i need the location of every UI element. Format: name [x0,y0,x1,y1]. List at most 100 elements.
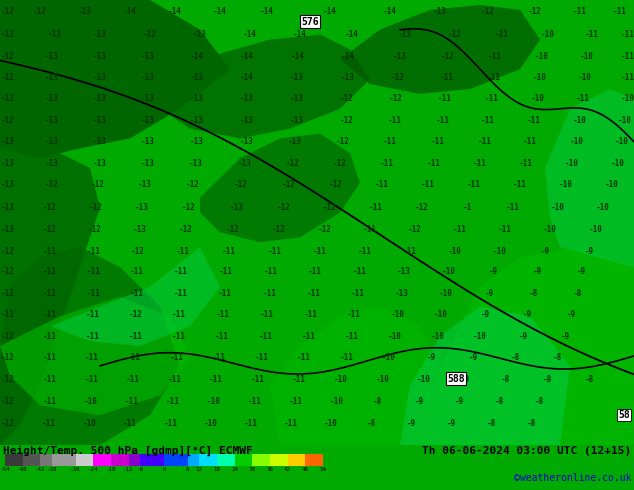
Polygon shape [340,5,540,94]
Text: -11: -11 [498,225,512,234]
Text: 42: 42 [284,467,291,472]
Polygon shape [0,247,180,445]
Text: -14: -14 [345,30,359,39]
Bar [188,454,199,466]
Text: -12: -12 [336,137,350,146]
Text: -13: -13 [288,137,302,146]
Text: -8: -8 [495,397,505,406]
Text: -11: -11 [43,246,57,256]
Text: -13: -13 [290,95,304,103]
Text: -12: -12 [389,95,403,103]
Text: -13: -13 [290,73,304,82]
Text: -10: -10 [382,353,396,363]
Text: 36: 36 [266,467,273,472]
Text: -10: -10 [439,289,453,298]
Polygon shape [0,0,230,158]
Text: -11: -11 [218,289,232,298]
Text: -11: -11 [353,268,367,276]
Text: -12: -12 [186,180,200,190]
Text: -12: -12 [45,180,59,190]
Text: -14: -14 [260,7,274,16]
Text: -12: -12 [143,30,157,39]
Polygon shape [270,307,450,445]
Text: -12: -12 [318,225,332,234]
Text: -11: -11 [264,268,278,276]
Text: -11: -11 [87,246,101,256]
Text: -10: -10 [473,332,487,341]
Bar [199,454,217,466]
Text: -12: -12 [277,203,291,212]
Text: -10: -10 [330,397,344,406]
Text: -11: -11 [1,310,15,319]
Text: -12: -12 [33,7,47,16]
Text: -10: -10 [559,180,573,190]
Text: -12: -12 [1,52,15,61]
Text: -13: -13 [189,159,203,168]
Bar [52,454,75,466]
Text: -11: -11 [383,137,397,146]
Text: -12: -12 [441,52,455,61]
Text: -10: -10 [207,397,221,406]
Text: -11: -11 [123,418,137,428]
Text: -13: -13 [141,73,155,82]
Text: -11: -11 [621,73,634,82]
Text: -8: -8 [501,375,510,384]
Text: -12: -12 [448,30,462,39]
Text: -13: -13 [395,289,409,298]
Text: -12: -12 [226,225,240,234]
Text: -9: -9 [481,310,489,319]
Text: -8: -8 [510,353,520,363]
Text: 0: 0 [162,467,165,472]
Text: -11: -11 [176,246,190,256]
Text: -10: -10 [334,375,348,384]
Text: -12: -12 [1,332,15,341]
Text: -48: -48 [17,467,28,472]
Text: -12: -12 [272,225,286,234]
Text: -11: -11 [519,159,533,168]
Text: -11: -11 [130,268,144,276]
Text: -11: -11 [166,397,180,406]
Text: -14: -14 [291,52,305,61]
Text: -11: -11 [427,159,441,168]
Text: -12: -12 [333,159,347,168]
Text: -11: -11 [585,30,599,39]
Text: -11: -11 [621,52,634,61]
Text: -11: -11 [573,7,587,16]
Text: -11: -11 [431,137,445,146]
Text: -10: -10 [589,225,603,234]
Text: -11: -11 [297,353,311,363]
Text: -12: -12 [415,203,429,212]
Text: -10: -10 [388,332,402,341]
Text: Height/Temp. 500 hPa [gdmp][°C] ECMWF: Height/Temp. 500 hPa [gdmp][°C] ECMWF [3,446,253,456]
Text: -10: -10 [531,95,545,103]
Text: -8: -8 [573,289,583,298]
Text: -24: -24 [88,467,98,472]
Text: -12: -12 [88,225,102,234]
Text: -11: -11 [388,116,402,125]
Text: -11: -11 [209,375,223,384]
Text: -9: -9 [519,332,527,341]
Text: -13: -13 [141,137,155,146]
Text: 588: 588 [447,374,465,384]
Text: -11: -11 [259,332,273,341]
Polygon shape [545,89,634,267]
Text: -8: -8 [585,375,595,384]
Text: -12: -12 [481,7,495,16]
Text: -10: -10 [434,310,448,319]
Text: -13: -13 [45,73,59,82]
Text: -10: -10 [541,30,555,39]
Text: -12: -12 [340,95,354,103]
Text: -11: -11 [43,353,57,363]
Text: -10: -10 [448,246,462,256]
Text: -1: -1 [463,203,472,212]
Text: -14: -14 [123,7,137,16]
Text: -10: -10 [570,137,584,146]
Text: -10: -10 [578,73,592,82]
Text: -11: -11 [438,95,452,103]
Text: -11: -11 [421,180,435,190]
Text: -11: -11 [613,7,627,16]
Text: -11: -11 [302,332,316,341]
Text: -14: -14 [168,7,182,16]
Text: -11: -11 [43,332,57,341]
Text: 48: 48 [302,467,309,472]
